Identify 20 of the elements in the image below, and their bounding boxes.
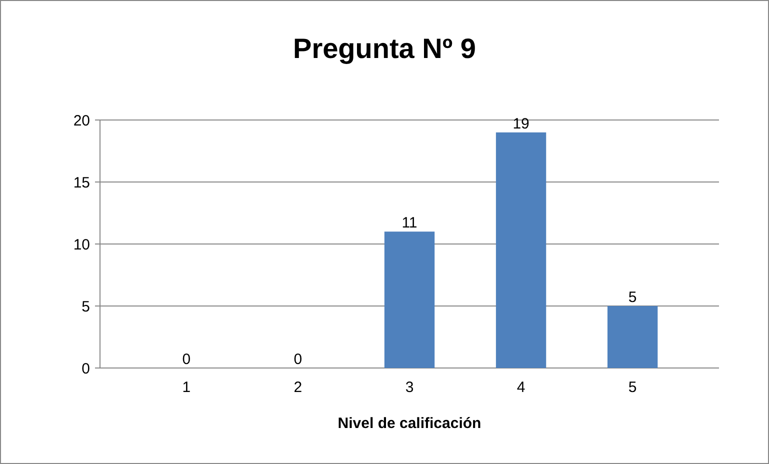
data-label: 19: [512, 115, 530, 132]
y-tick-label: 20: [73, 112, 90, 130]
bar: [607, 306, 658, 368]
data-label: 5: [628, 289, 637, 306]
data-label: 11: [402, 214, 418, 232]
x-axis-title: Nivel de calificación: [338, 415, 482, 432]
chart-title: Pregunta Nº 9: [293, 33, 476, 64]
bar: [496, 132, 546, 368]
y-tick-label: 15: [73, 174, 90, 192]
x-tick-label: 5: [628, 379, 637, 396]
data-label: 0: [294, 351, 302, 368]
bar: [384, 232, 435, 368]
data-label: 0: [182, 351, 191, 368]
x-tick-label: 1: [182, 379, 191, 396]
y-tick-label: 5: [82, 298, 90, 316]
x-tick-label: 3: [405, 379, 414, 396]
x-tick-label: 2: [294, 379, 302, 396]
x-tick-label: 4: [516, 379, 526, 396]
y-tick-label: 10: [73, 236, 90, 254]
y-tick-label: 0: [82, 360, 90, 378]
